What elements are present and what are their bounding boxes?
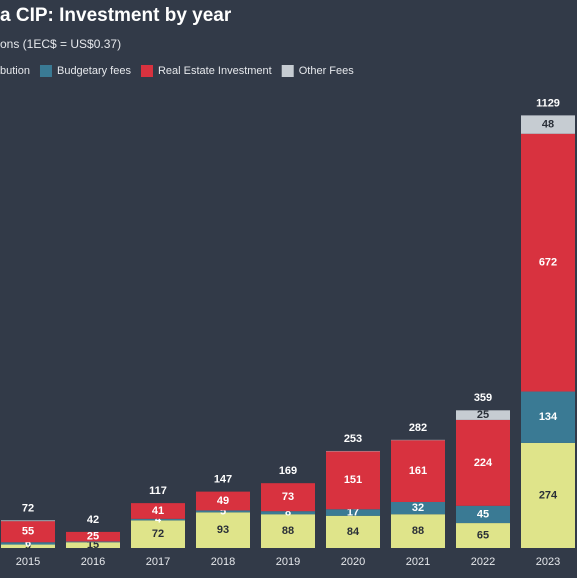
- legend-swatch: [140, 65, 153, 77]
- segment-label: 8: [285, 507, 291, 519]
- x-tick-label: 2018: [211, 556, 235, 568]
- bar-segment: [391, 514, 445, 548]
- bar-segment: [131, 518, 185, 521]
- x-tick-label: 2017: [146, 556, 170, 568]
- legend-label: Budgetary fees: [57, 65, 131, 77]
- bar-segment: [521, 133, 575, 392]
- segment-label: 6: [25, 537, 31, 549]
- segment-label: 5: [220, 505, 226, 517]
- total-label: 253: [344, 433, 362, 445]
- segment-label: 25: [87, 531, 99, 543]
- total-label: 359: [474, 392, 492, 404]
- bar-segment: [1, 544, 55, 548]
- x-tick-label: 2022: [471, 556, 495, 568]
- segment-label: 9: [25, 540, 31, 552]
- total-label: 147: [214, 474, 232, 486]
- bar-segment: [456, 523, 510, 548]
- segment-label: 32: [412, 502, 424, 514]
- bar-segment: [66, 531, 120, 542]
- chart-subtitle: ons (1EC$ = US$0.37): [0, 37, 121, 51]
- segment-label: 84: [347, 526, 360, 538]
- segment-label: 88: [282, 525, 294, 537]
- segment-label: 93: [217, 524, 229, 536]
- total-label: 1129: [536, 97, 560, 109]
- bar-segment: [261, 483, 315, 512]
- total-label: 72: [22, 502, 34, 514]
- segment-label: 161: [409, 465, 427, 477]
- bar-segment: [326, 509, 380, 516]
- bar-segment: [1, 521, 55, 543]
- bar-segment: [261, 514, 315, 548]
- bar-segment: [196, 512, 250, 548]
- x-tick-label: 2015: [16, 556, 40, 568]
- segment-label: 672: [539, 257, 557, 269]
- chart-title: a CIP: Investment by year: [0, 5, 232, 26]
- segment-label: 73: [282, 491, 294, 503]
- total-label: 169: [279, 465, 297, 477]
- segment-label: 55: [22, 526, 34, 538]
- bar-segment: [326, 451, 380, 510]
- bar-segment: [1, 542, 55, 545]
- segment-label: 4: [155, 514, 162, 526]
- total-label: 117: [149, 485, 167, 497]
- bar-segment: [196, 510, 250, 513]
- segment-label: 224: [474, 457, 493, 469]
- x-tick-label: 2019: [276, 556, 300, 568]
- bar-segment: [391, 501, 445, 515]
- bar-segment: [521, 391, 575, 443]
- legend-swatch: [39, 65, 52, 77]
- segment-label: 88: [412, 525, 424, 537]
- legend-swatch: [281, 65, 294, 77]
- bar-segment: [131, 520, 185, 548]
- bar-segment: [456, 410, 510, 420]
- segment-label: 72: [152, 528, 164, 540]
- x-tick-label: 2023: [536, 556, 560, 568]
- legend-label: bution: [0, 65, 30, 77]
- bar-segment: [131, 503, 185, 519]
- bar-segment: [456, 505, 510, 524]
- segment-label: 49: [217, 495, 229, 507]
- x-tick-label: 2020: [341, 556, 365, 568]
- segment-label: 274: [539, 489, 558, 501]
- legend-label: Other Fees: [299, 65, 355, 77]
- x-tick-label: 2021: [406, 556, 430, 568]
- bar-segment: [196, 491, 250, 511]
- bar-segment: [521, 115, 575, 134]
- segment-label: 151: [344, 474, 362, 486]
- bar-segment: [456, 419, 510, 506]
- segment-label: 134: [539, 411, 558, 423]
- bar-segment: [1, 520, 55, 522]
- segment-label: 45: [477, 508, 489, 520]
- x-tick-label: 2016: [81, 556, 105, 568]
- segment-label: 17: [347, 506, 359, 518]
- segment-label: 48: [542, 118, 554, 130]
- total-label: 42: [87, 514, 99, 526]
- bar-segment: [521, 442, 575, 548]
- bar-segment: [66, 542, 120, 548]
- segment-label: 25: [477, 409, 489, 421]
- legend-label: Real Estate Investment: [158, 65, 272, 77]
- total-label: 282: [409, 422, 427, 434]
- bar-segment: [391, 440, 445, 502]
- bar-segment: [326, 515, 380, 548]
- bar-segment: [66, 541, 120, 543]
- segment-label: 41: [152, 505, 164, 517]
- segment-label: 65: [477, 529, 489, 541]
- bar-segment: [261, 511, 315, 515]
